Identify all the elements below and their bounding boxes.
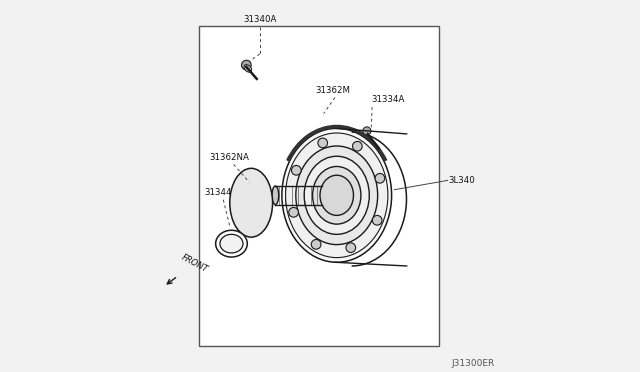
Circle shape [353,141,362,151]
Text: J31300ER: J31300ER [452,359,495,368]
Circle shape [318,138,328,148]
Text: 31340A: 31340A [243,15,276,24]
Ellipse shape [244,65,252,72]
Bar [199,26,439,346]
Ellipse shape [216,230,247,257]
Circle shape [372,215,382,225]
Ellipse shape [285,133,388,258]
Ellipse shape [220,234,243,253]
Text: 31362M: 31362M [316,86,351,95]
Circle shape [289,208,298,217]
Text: FRONT: FRONT [180,253,209,274]
Ellipse shape [296,146,378,245]
Ellipse shape [272,186,278,205]
Text: 31334A: 31334A [371,95,404,104]
Circle shape [311,240,321,249]
Circle shape [346,243,356,253]
Ellipse shape [320,175,353,215]
Ellipse shape [304,156,369,234]
Circle shape [291,166,301,175]
Ellipse shape [230,168,273,237]
Ellipse shape [312,167,361,224]
Text: 31344: 31344 [204,188,232,197]
Ellipse shape [282,128,392,262]
Circle shape [241,60,251,70]
Text: 31362NA: 31362NA [209,153,249,162]
Text: 3L340: 3L340 [449,176,475,185]
Circle shape [375,173,385,183]
Circle shape [363,127,371,135]
